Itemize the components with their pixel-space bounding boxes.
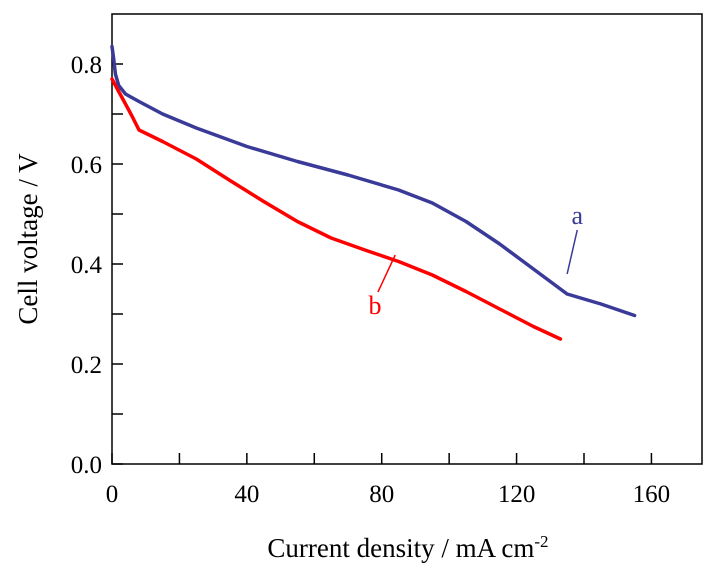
x-tick-label: 80 [369, 481, 394, 508]
x-tick-label: 40 [234, 481, 259, 508]
series-line-a [110, 44, 637, 318]
labels-layer: ab [368, 201, 583, 320]
plot-frame [111, 13, 703, 465]
x-tick-label: 0 [106, 481, 119, 508]
x-axis-title-exponent: -2 [534, 532, 548, 551]
series-label-b: b [368, 291, 381, 320]
y-tick-label: 0.8 [71, 52, 102, 79]
x-axis-title: Current density / mA cm-2 [267, 532, 548, 563]
y-tick-label: 0.4 [71, 252, 103, 279]
series-label-a: a [571, 201, 583, 230]
series-layer [110, 44, 637, 341]
y-tick-label: 0.0 [71, 452, 102, 479]
y-tick-label: 0.2 [71, 352, 102, 379]
x-tick-label: 160 [633, 481, 671, 508]
ticks-layer: 0 40 80 120 160 0.0 0.2 0.4 0.6 0.8 [71, 52, 670, 508]
x-tick-label: 120 [498, 481, 536, 508]
series-line-b [110, 77, 563, 341]
series-leader-b [377, 254, 396, 293]
x-axis-title-main: Current density / mA cm [267, 533, 534, 563]
series-leader-a [566, 229, 578, 275]
y-tick-label: 0.6 [71, 152, 102, 179]
y-axis-title: Cell voltage / V [13, 153, 43, 325]
